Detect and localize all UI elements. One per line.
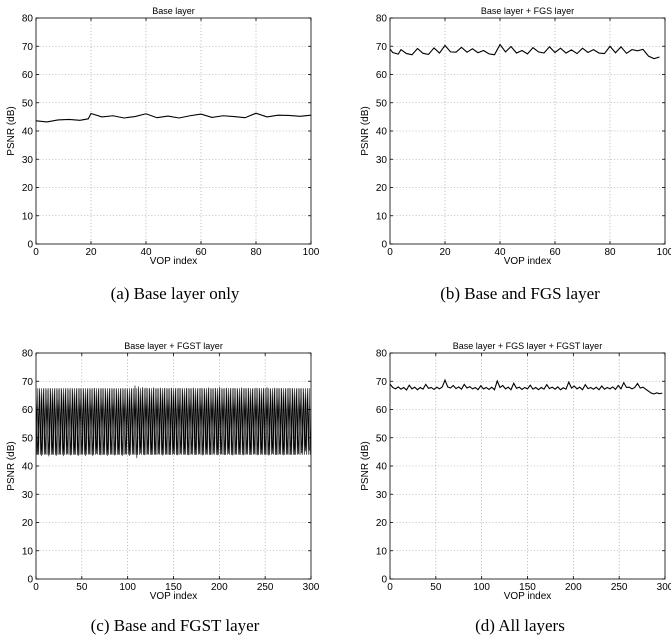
x-tick-label: 0 (33, 247, 39, 258)
y-tick-label: 60 (376, 70, 388, 81)
y-tick-label: 50 (22, 98, 34, 109)
caption-d: (d) All layers (475, 616, 565, 635)
y-tick-label: 30 (22, 155, 34, 166)
y-tick-label: 40 (376, 127, 388, 138)
x-tick-label: 200 (565, 582, 582, 593)
y-tick-label: 70 (22, 42, 34, 53)
y-tick-label: 30 (376, 490, 388, 501)
x-tick-label: 20 (85, 247, 97, 258)
y-tick-label: 70 (22, 377, 34, 388)
x-tick-label: 0 (33, 582, 39, 593)
x-tick-label: 250 (257, 582, 274, 593)
y-tick-label: 50 (376, 98, 388, 109)
caption-c: (c) Base and FGST layer (90, 616, 260, 635)
y-tick-label: 10 (376, 211, 388, 222)
x-tick-label: 150 (519, 582, 536, 593)
y-tick-label: 0 (27, 575, 33, 586)
y-axis-label: PSNR (dB) (6, 106, 17, 155)
x-tick-label: 0 (387, 582, 393, 593)
x-tick-label: 40 (140, 247, 152, 258)
chart-b: 0 20 40 60 80 100 0 10 20 30 40 50 60 70 80 Base layer … (360, 6, 671, 267)
y-tick-label: 20 (376, 183, 388, 194)
y-tick-label: 70 (376, 42, 388, 53)
x-tick-label: 60 (195, 247, 207, 258)
y-tick-label: 70 (376, 377, 388, 388)
y-tick-label: 50 (22, 433, 34, 444)
y-tick-label: 60 (22, 70, 34, 81)
x-axis-label: VOP index (150, 256, 198, 267)
chart-title: Base layer + FGS layer + FGST layer (453, 341, 602, 351)
series-line (36, 385, 310, 459)
x-tick-label: 50 (76, 582, 88, 593)
series-line (36, 112, 311, 123)
y-axis-label: PSNR (dB) (6, 441, 17, 490)
y-tick-label: 10 (22, 211, 34, 222)
chart-a: 0 20 40 60 80 100 0 10 20 30 40 50 60 70 80 Base layer V… (6, 6, 320, 267)
x-tick-label: 100 (303, 247, 320, 258)
y-tick-label: 20 (22, 183, 34, 194)
x-tick-label: 40 (494, 247, 506, 258)
x-tick-label: 50 (430, 582, 442, 593)
series-line (390, 378, 663, 395)
y-tick-label: 80 (22, 14, 34, 25)
series-band (36, 388, 311, 455)
chart-title: Base layer + FGST layer (124, 341, 223, 351)
chart-d: 0 50 100 150 200 250 300 0 10 20 30 40 50 60 70 80 Base … (360, 341, 671, 602)
caption-b: (b) Base and FGS layer (440, 284, 600, 303)
y-tick-label: 80 (376, 349, 388, 360)
y-tick-label: 60 (22, 405, 34, 416)
x-axis-label: VOP index (150, 591, 198, 602)
y-tick-label: 0 (381, 575, 387, 586)
x-tick-label: 100 (657, 247, 671, 258)
x-tick-label: 300 (657, 582, 671, 593)
y-axis-label: PSNR (dB) (360, 106, 371, 155)
y-tick-label: 30 (376, 155, 388, 166)
y-tick-label: 0 (27, 240, 33, 251)
y-tick-label: 0 (381, 240, 387, 251)
y-tick-label: 20 (376, 518, 388, 529)
y-tick-label: 30 (22, 490, 34, 501)
y-tick-label: 40 (22, 127, 34, 138)
x-tick-label: 150 (165, 582, 182, 593)
x-tick-label: 80 (604, 247, 616, 258)
y-tick-label: 60 (376, 405, 388, 416)
x-tick-label: 100 (473, 582, 490, 593)
x-tick-label: 20 (439, 247, 451, 258)
chart-title: Base layer + FGS layer (481, 6, 574, 16)
y-tick-label: 80 (376, 14, 388, 25)
y-tick-label: 10 (376, 546, 388, 557)
y-tick-label: 40 (376, 462, 388, 473)
y-tick-label: 40 (22, 462, 34, 473)
caption-a: (a) Base layer only (110, 284, 240, 303)
y-tick-label: 80 (22, 349, 34, 360)
chart-title: Base layer (152, 6, 195, 16)
series-line (390, 43, 660, 60)
x-tick-label: 300 (303, 582, 320, 593)
x-axis-label: VOP index (504, 591, 552, 602)
x-tick-label: 80 (250, 247, 262, 258)
x-tick-label: 100 (119, 582, 136, 593)
y-tick-label: 20 (22, 518, 34, 529)
x-tick-label: 250 (611, 582, 628, 593)
y-tick-label: 50 (376, 433, 388, 444)
x-tick-label: 60 (549, 247, 561, 258)
x-axis-label: VOP index (504, 256, 552, 267)
x-tick-label: 200 (211, 582, 228, 593)
x-tick-label: 0 (387, 247, 393, 258)
y-axis-label: PSNR (dB) (360, 441, 371, 490)
y-tick-label: 10 (22, 546, 34, 557)
chart-c: 0 50 100 150 200 250 300 0 10 20 30 40 50 60 70 80 Base … (6, 341, 320, 602)
